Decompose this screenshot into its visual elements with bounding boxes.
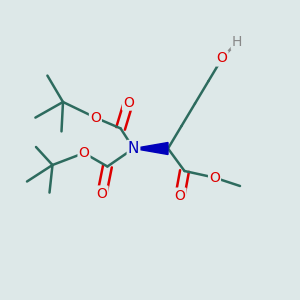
Text: O: O bbox=[97, 187, 107, 200]
Text: O: O bbox=[175, 189, 185, 202]
Text: O: O bbox=[90, 111, 101, 124]
Text: H: H bbox=[232, 35, 242, 49]
Polygon shape bbox=[134, 142, 168, 154]
Text: O: O bbox=[217, 52, 227, 65]
Text: O: O bbox=[123, 96, 134, 110]
Text: O: O bbox=[79, 146, 89, 160]
Text: O: O bbox=[209, 171, 220, 184]
Text: N: N bbox=[128, 141, 139, 156]
